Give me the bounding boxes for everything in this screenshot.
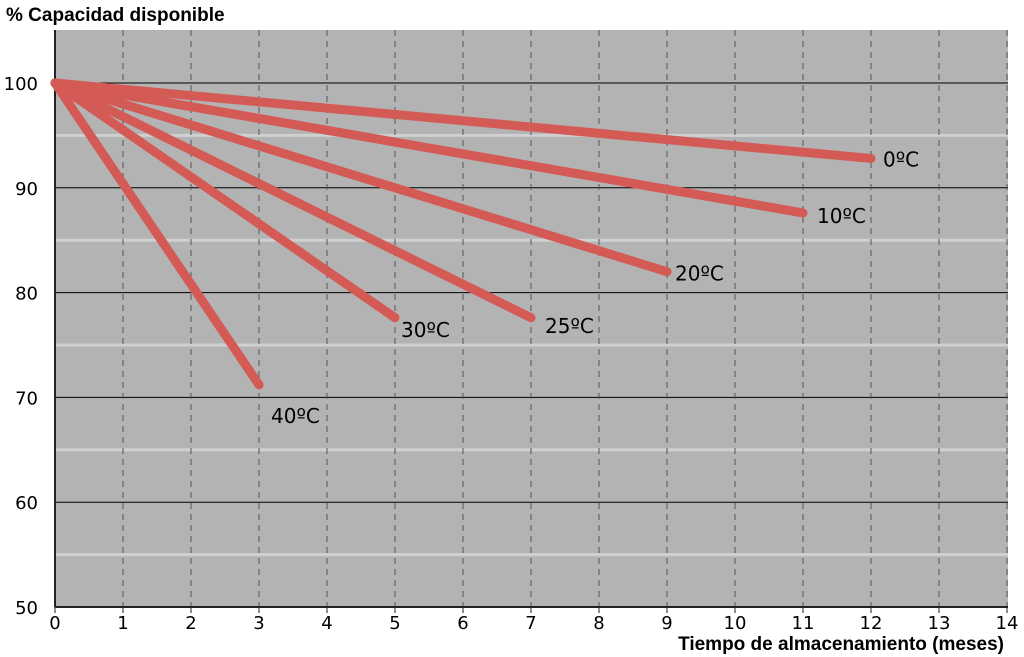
x-tick-label: 11: [792, 613, 815, 634]
x-tick-label: 2: [185, 613, 196, 634]
series-line: [50, 78, 876, 163]
series-line: [50, 78, 808, 218]
x-tick-label: 9: [661, 613, 672, 634]
y-tick-labels: 50 60 70 80 90 100: [4, 74, 38, 619]
x-tick-label: 5: [389, 613, 400, 634]
x-tick-label: 1: [117, 613, 128, 634]
series-lines: [50, 78, 876, 390]
x-tick-label: 7: [525, 613, 536, 634]
x-tick-labels: 0 1 2 3 4 5 6 7 8 9 10 11 12 13 14: [49, 613, 1018, 634]
series-line: [50, 78, 264, 390]
y-tick-label: 60: [15, 493, 38, 514]
x-tick-label: 12: [860, 613, 883, 634]
y-tick-label: 70: [15, 388, 38, 409]
x-tick-label: 3: [253, 613, 264, 634]
y-tick-label: 80: [15, 284, 38, 305]
y-axis-title: % Capacidad disponible: [6, 5, 225, 26]
series-label: 10ºC: [817, 204, 866, 228]
series-label: 30ºC: [401, 318, 450, 342]
series-label: 40ºC: [271, 404, 320, 428]
x-tick-label: 14: [996, 613, 1019, 634]
x-axis-title: Tiempo de almacenamiento (meses): [678, 634, 1004, 655]
y-tick-label: 100: [4, 74, 38, 95]
series-line: [50, 78, 536, 323]
series-labels: 0ºC 10ºC 20ºC 25ºC 30ºC 40ºC: [271, 147, 919, 427]
series-line: [50, 78, 672, 277]
y-tick-label: 90: [15, 179, 38, 200]
x-tick-label: 8: [593, 613, 604, 634]
y-tick-label: 50: [15, 598, 38, 619]
x-tick-label: 4: [321, 613, 332, 634]
x-tick-label: 6: [457, 613, 468, 634]
series-label: 20ºC: [675, 262, 724, 286]
series-label: 0ºC: [883, 147, 919, 171]
axes: [54, 30, 1008, 613]
x-tick-label: 10: [724, 613, 747, 634]
x-tick-label: 13: [928, 613, 951, 634]
series-line: [50, 78, 400, 323]
series-label: 25ºC: [545, 314, 594, 338]
x-tick-label: 0: [49, 613, 60, 634]
